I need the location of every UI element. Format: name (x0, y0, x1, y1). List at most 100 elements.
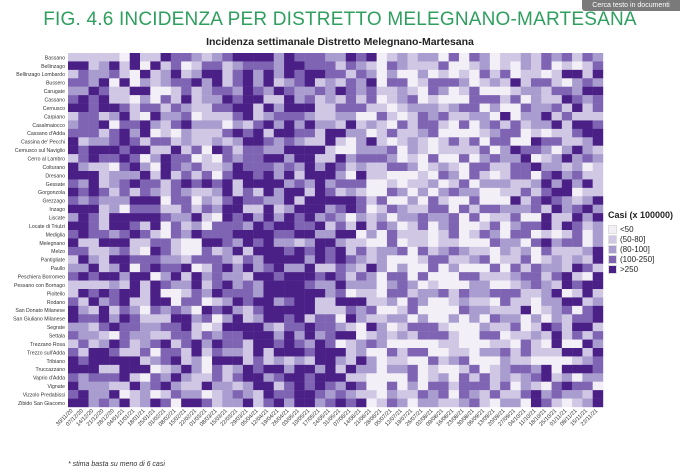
heatmap-cell (592, 263, 604, 273)
heatmap-cell (551, 61, 563, 71)
search-text-button[interactable]: Cerca testo in documenti (582, 0, 680, 11)
heatmap-cell (242, 213, 254, 222)
heatmap-cell (551, 238, 563, 248)
heatmap-cell (232, 263, 244, 273)
heatmap-cell (386, 255, 398, 264)
heatmap-cell (438, 314, 449, 323)
heatmap-cell (191, 348, 202, 357)
heatmap-cell (129, 137, 141, 146)
heatmap-cell (386, 204, 398, 214)
heatmap-cell (572, 112, 583, 121)
heatmap-cell (78, 187, 89, 197)
heatmap-cell (541, 230, 552, 239)
heatmap-cell (304, 204, 316, 214)
heatmap-cell (356, 103, 367, 113)
heatmap-cell (510, 272, 521, 281)
heatmap-cell (397, 339, 408, 349)
heatmap-cell (181, 61, 192, 71)
heatmap-cell (273, 331, 285, 340)
heatmap-cell (417, 128, 429, 138)
heatmap-cell (191, 78, 202, 87)
heatmap-cell (489, 137, 501, 146)
heatmap-cell (253, 280, 264, 290)
heatmap-cell (294, 238, 305, 248)
heatmap-cell (561, 196, 573, 205)
heatmap-cell (253, 204, 264, 214)
heatmap-cell (479, 348, 491, 357)
legend-swatch (608, 254, 617, 264)
heatmap-cell (510, 86, 521, 96)
heatmap-cell (469, 196, 480, 205)
heatmap-cell (530, 364, 542, 374)
heatmap-cell (386, 230, 398, 239)
heatmap-cell (397, 171, 408, 180)
heatmap-cell (212, 69, 223, 79)
heatmap-cell (98, 221, 110, 231)
row-label: Segrate (47, 325, 65, 331)
heatmap-cell (417, 86, 429, 96)
heatmap-cell (150, 187, 161, 197)
heatmap-cell (469, 272, 480, 281)
heatmap-cell (129, 154, 141, 163)
heatmap-cell (479, 297, 491, 307)
heatmap-cell (98, 196, 110, 205)
heatmap-cell (222, 154, 233, 163)
heatmap-cell (263, 364, 274, 374)
heatmap-cell (129, 128, 141, 138)
heatmap-cell (98, 331, 110, 340)
heatmap-cell (325, 103, 336, 113)
heatmap-cell (284, 381, 295, 391)
heatmap-cell (201, 196, 213, 205)
heatmap-cell (407, 61, 419, 71)
heatmap-cell (201, 356, 213, 366)
heatmap-cell (140, 78, 151, 87)
heatmap-cell (438, 238, 449, 248)
heatmap-cell (68, 213, 79, 222)
heatmap-cell (304, 356, 316, 366)
heatmap-cell (500, 95, 511, 104)
heatmap-cell (500, 230, 511, 239)
heatmap-cell (253, 230, 264, 239)
heatmap-cell (181, 364, 192, 374)
row-label: Cernusco (43, 106, 65, 112)
heatmap-cell (273, 61, 285, 71)
heatmap-cell (191, 187, 202, 197)
heatmap-cell (181, 78, 192, 87)
heatmap-cell (438, 390, 449, 399)
heatmap-cell (325, 322, 336, 332)
heatmap-cell (407, 53, 419, 62)
heatmap-cell (541, 69, 552, 79)
heatmap-cell (284, 305, 295, 315)
heatmap-cell (448, 305, 460, 315)
heatmap-cell (407, 204, 419, 214)
row-label: Paullo (51, 266, 66, 272)
heatmap-cell (561, 187, 573, 197)
heatmap-cell (417, 364, 429, 374)
heatmap-cell (551, 95, 563, 104)
heatmap-cell (469, 364, 480, 374)
heatmap-cell (386, 381, 398, 391)
heatmap-cell (417, 112, 429, 121)
heatmap-cell (109, 289, 120, 298)
heatmap-cell (386, 137, 398, 146)
heatmap-cell (140, 171, 151, 180)
heatmap-cell (109, 356, 120, 366)
heatmap-cell (129, 86, 141, 96)
heatmap-cell (109, 322, 120, 332)
heatmap-cell (140, 86, 151, 96)
heatmap-cell (551, 69, 563, 79)
heatmap-cell (551, 154, 563, 163)
heatmap-cell (98, 103, 110, 113)
heatmap-cell (458, 356, 470, 366)
heatmap-cell (541, 53, 552, 62)
heatmap-cell (500, 398, 511, 408)
heatmap-cell (428, 221, 439, 231)
heatmap-cell (530, 61, 542, 71)
heatmap-cell (469, 53, 480, 62)
heatmap-cell (438, 398, 449, 408)
heatmap-cell (582, 246, 593, 256)
heatmap-cell (304, 314, 316, 323)
heatmap-cell (520, 128, 532, 138)
heatmap-cell (345, 373, 357, 382)
heatmap-cell (520, 145, 532, 155)
